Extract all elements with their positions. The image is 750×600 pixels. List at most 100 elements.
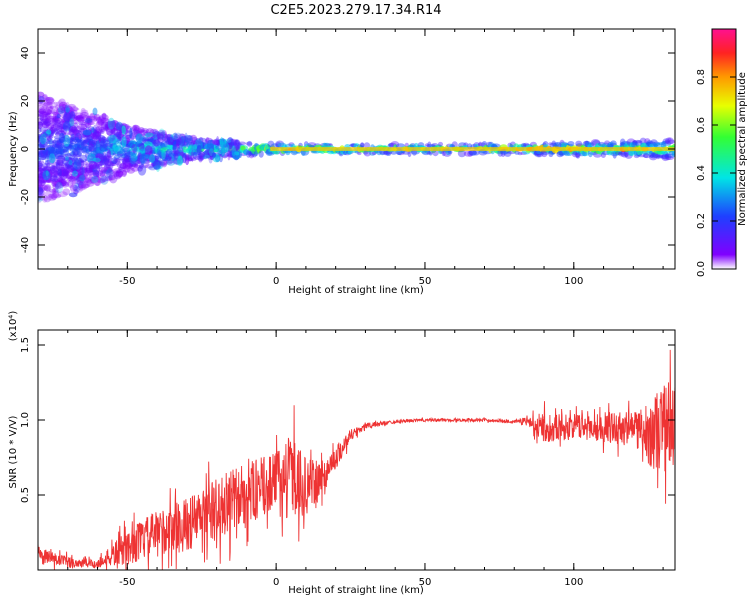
x-tick-label: 0 [273, 276, 279, 287]
colorbar-tick-label: 0.8 [696, 69, 707, 85]
heat-cell [39, 113, 45, 121]
heat-cell [38, 135, 44, 140]
heat-cell [143, 131, 153, 137]
heat-scatter [167, 156, 170, 162]
heat-cell [667, 137, 672, 143]
heat-cell [58, 176, 64, 185]
heat-cell [38, 167, 44, 172]
heat-cell [54, 180, 62, 188]
heat-cell [105, 126, 110, 131]
heat-cell [70, 119, 79, 125]
heat-cell [38, 110, 46, 115]
heat-cell [42, 108, 52, 116]
x-tick-label: 0 [273, 577, 279, 588]
heat-cell [517, 151, 523, 156]
snr-scale-label: (x10⁴) [8, 311, 19, 342]
heat-cell [76, 175, 83, 182]
heat-cell [73, 179, 79, 185]
heat-cell [40, 140, 45, 148]
heat-cell [56, 155, 66, 164]
heat-cell [190, 157, 197, 161]
heat-cell [162, 134, 172, 139]
heat-scatter [145, 154, 151, 160]
heat-scatter [219, 140, 227, 148]
heat-cell [56, 179, 67, 184]
heat-cell [388, 142, 394, 149]
heat-cell [106, 135, 116, 144]
heat-cell [133, 127, 141, 135]
heat-cell [105, 127, 114, 136]
heat-cell [60, 164, 70, 171]
heat-cell [45, 117, 50, 124]
heat-cell [38, 151, 44, 156]
heat-cell [43, 184, 52, 192]
heat-cell [90, 140, 96, 148]
heat-scatter [42, 150, 48, 158]
heat-cell [54, 120, 63, 124]
heat-cell [38, 121, 43, 130]
heat-cell [44, 109, 52, 115]
heat-cell [94, 178, 101, 187]
heat-scatter [137, 151, 142, 164]
heat-scatter [78, 134, 82, 140]
heat-cell [92, 131, 102, 138]
heat-cell [104, 124, 111, 132]
heat-scatter [207, 139, 215, 150]
heat-cell [75, 125, 82, 133]
heat-cell [70, 184, 75, 192]
heat-cell [41, 104, 48, 111]
heat-cell [104, 169, 114, 175]
heat-cell [101, 166, 106, 174]
heat-cell [69, 128, 74, 136]
heat-cell [86, 179, 95, 187]
heat-cell [54, 104, 61, 110]
heat-cell [61, 181, 70, 188]
heat-cell [57, 191, 68, 198]
heat-cell [90, 136, 100, 141]
heat-cell [656, 155, 664, 159]
heat-cell [45, 123, 55, 129]
heat-cell [390, 150, 397, 155]
heat-cell [78, 165, 84, 170]
heat-cell [51, 143, 59, 148]
heat-cell [619, 151, 626, 155]
heat-scatter [135, 133, 143, 144]
heat-cell [38, 183, 44, 189]
heat-scatter [73, 159, 82, 170]
heat-scatter [153, 130, 161, 141]
spectrogram-ylabel: Frequency (Hz) [8, 111, 19, 187]
heat-cell [103, 167, 112, 172]
heat-cell [97, 169, 106, 177]
heat-cell [80, 123, 85, 130]
heat-cell [96, 178, 106, 184]
heat-cell [62, 149, 67, 153]
heat-scatter [186, 141, 191, 148]
heat-scatter [166, 160, 176, 166]
heat-cell [154, 155, 160, 161]
heat-scatter [38, 96, 45, 104]
heat-scatter [171, 156, 175, 162]
snr-panel: -50 0 50 100 0.5 1.0 1.5 Height of straight li… [8, 311, 676, 596]
heat-cell [48, 117, 57, 125]
heat-cell [115, 170, 123, 179]
heat-scatter [199, 155, 204, 161]
heat-scatter [177, 155, 184, 166]
heat-cell [40, 137, 46, 144]
heat-cell [105, 164, 114, 170]
heat-cell [59, 178, 67, 186]
heat-cell [38, 179, 43, 187]
heat-cell [44, 102, 53, 106]
y-tick-label: -40 [20, 237, 31, 253]
heat-cell [51, 178, 60, 186]
heat-cell [614, 151, 623, 156]
heat-scatter [88, 160, 98, 170]
heat-cell [98, 136, 108, 143]
heat-cell [98, 135, 106, 142]
heat-cell [38, 149, 43, 158]
heat-cell [38, 176, 42, 184]
heat-cell [46, 101, 53, 106]
heat-scatter [204, 149, 212, 159]
heat-cell [99, 161, 105, 166]
heat-cell [93, 175, 102, 183]
heat-cell [43, 196, 51, 203]
